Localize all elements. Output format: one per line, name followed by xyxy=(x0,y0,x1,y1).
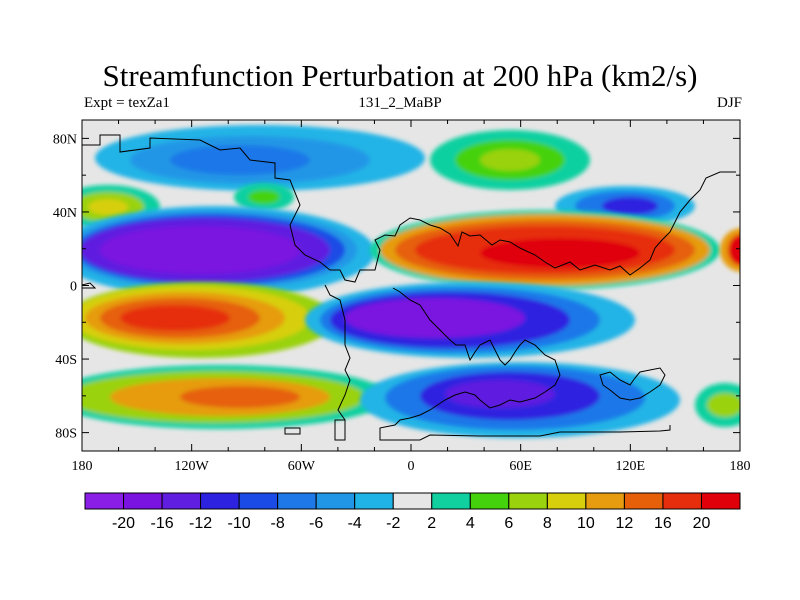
colorbar-level-label: 8 xyxy=(543,515,552,532)
anticyclone-dateline xyxy=(720,228,740,272)
season-label: DJF xyxy=(716,95,742,111)
anticyclone-north-america xyxy=(234,183,294,211)
colorbar-swatch xyxy=(431,492,471,510)
colorbar-level-label: -6 xyxy=(309,515,323,532)
colorbar-swatch xyxy=(508,492,548,510)
colorbar-level-label: -10 xyxy=(228,515,251,532)
experiment-label: Expt = texZa1 xyxy=(84,95,170,111)
colorbar-level-label: 16 xyxy=(654,515,672,532)
cyclonic-high-lat-north xyxy=(95,125,425,191)
colorbar-swatch xyxy=(354,492,394,510)
x-tick-label: 120E xyxy=(616,459,646,474)
colorbar-swatch xyxy=(123,492,163,510)
axis-ticks xyxy=(81,120,741,451)
anticyclone-south-pacific-east xyxy=(695,383,740,427)
x-tick-label: 0 xyxy=(408,459,415,474)
colorbar-swatch xyxy=(84,492,125,510)
y-tick-label: 80N xyxy=(53,132,77,147)
x-tick-label: 180 xyxy=(72,459,93,474)
colorbar-swatch xyxy=(623,492,664,510)
x-tick-label: 60E xyxy=(509,459,532,474)
colorbar-swatch xyxy=(546,492,587,510)
y-tick-label: 0 xyxy=(70,280,77,295)
chart-title: Streamfunction Perturbation at 200 hPa (… xyxy=(102,58,698,93)
colorbar-level-label: 2 xyxy=(427,515,436,532)
colorbar-level-label: -2 xyxy=(386,515,400,532)
colorbar-swatch xyxy=(238,492,279,510)
case-label: 131_2_MaBP xyxy=(358,95,442,111)
colorbar-swatch xyxy=(662,492,702,510)
colorbar-level-label: 10 xyxy=(577,515,595,532)
anticyclone-arctic xyxy=(430,130,590,190)
colorbar-level-label: -8 xyxy=(271,515,285,532)
colorbar-swatch xyxy=(392,492,433,510)
colorbar-level-label: -20 xyxy=(112,515,135,532)
colorbar-level-label: -4 xyxy=(348,515,362,532)
colorbar-level-label: 4 xyxy=(466,515,475,532)
axis-labels: 180 120W 60W 0 60E 120E 180 80N 40N 0 40S 80S xyxy=(53,132,751,474)
colorbar-swatch xyxy=(469,492,510,510)
colorbar-swatch xyxy=(700,492,741,510)
colorbar-level-label: 12 xyxy=(616,515,634,532)
colorbar: -20 -16 -12 -10 -8 -6 -4 -2 2 4 6 8 10 12 16 20 xyxy=(84,492,741,532)
anticyclone-south-subtropics xyxy=(82,282,335,358)
y-tick-label: 80S xyxy=(55,427,77,442)
colorbar-swatch xyxy=(200,492,240,510)
colorbar-level-label: -12 xyxy=(189,515,212,532)
y-tick-label: 40N xyxy=(53,206,77,221)
colorbar-swatch xyxy=(315,492,356,510)
colorbar-swatch xyxy=(161,492,202,510)
cyclone-north-tropics xyxy=(82,206,375,298)
x-tick-label: 180 xyxy=(730,459,751,474)
x-tick-label: 60W xyxy=(288,459,316,474)
coastlines xyxy=(82,134,736,441)
contour-field xyxy=(82,120,740,451)
x-tick-label: 120W xyxy=(175,459,210,474)
cyclone-south-subtropics xyxy=(305,282,635,358)
cyclone-southern-ocean xyxy=(360,362,680,438)
anticyclone-north-subtropics xyxy=(370,210,720,290)
colorbar-level-label: 6 xyxy=(504,515,513,532)
anticyclone-southern-ocean xyxy=(82,365,390,429)
colorbar-level-label: 20 xyxy=(693,515,711,532)
colorbar-swatch xyxy=(277,492,317,510)
colorbar-level-label: -16 xyxy=(150,515,173,532)
colorbar-swatch xyxy=(585,492,625,510)
y-tick-label: 40S xyxy=(55,353,77,368)
